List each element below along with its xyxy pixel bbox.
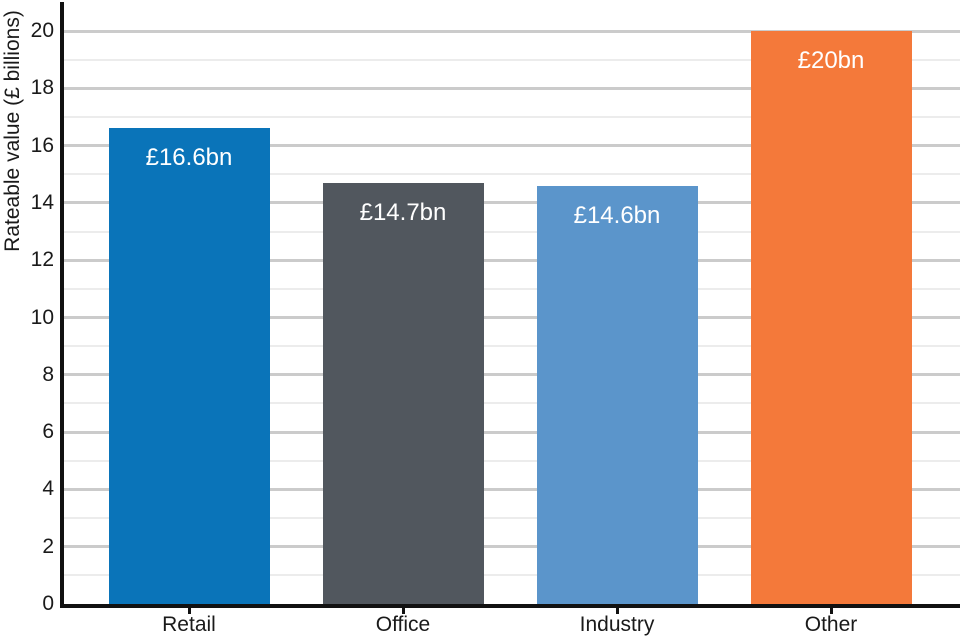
y-tick-label-10: 10 [30, 305, 54, 329]
y-tick-label-8: 8 [42, 362, 54, 386]
x-tick-mark-industry [615, 607, 619, 614]
y-tick-label-6: 6 [42, 420, 54, 444]
x-axis-line [60, 604, 960, 608]
bar-other [750, 31, 912, 604]
x-tick-label-retail: Retail [162, 613, 216, 636]
y-tick-label-12: 12 [30, 248, 54, 272]
bar-office [322, 182, 484, 604]
y-tick-label-14: 14 [30, 190, 54, 214]
x-tick-mark-office [401, 607, 405, 614]
x-tick-mark-retail [187, 607, 191, 614]
x-tick-label-other: Other [804, 613, 858, 636]
bar-value-label-industry: £14.6bn [573, 201, 661, 229]
bar-value-label-office: £14.7bn [359, 198, 447, 226]
bar-value-label-other: £20bn [797, 47, 865, 74]
x-tick-label-industry: Industry [579, 613, 655, 636]
bar-value-label-retail: £16.6bn [145, 144, 233, 172]
y-tick-label-20: 20 [30, 19, 54, 42]
y-axis-line [60, 2, 64, 608]
y-tick-label-16: 16 [30, 133, 54, 157]
y-tick-label-2: 2 [42, 534, 54, 558]
bar-industry [536, 185, 698, 604]
y-tick-label-18: 18 [30, 76, 54, 100]
y-tick-label-0: 0 [42, 592, 54, 615]
x-tick-label-office: Office [375, 613, 431, 636]
x-tick-mark-other [829, 607, 833, 614]
bar-retail [108, 128, 270, 604]
y-tick-label-4: 4 [42, 477, 54, 501]
y-axis-title: Rateable value (£ billions) [1, 10, 24, 252]
